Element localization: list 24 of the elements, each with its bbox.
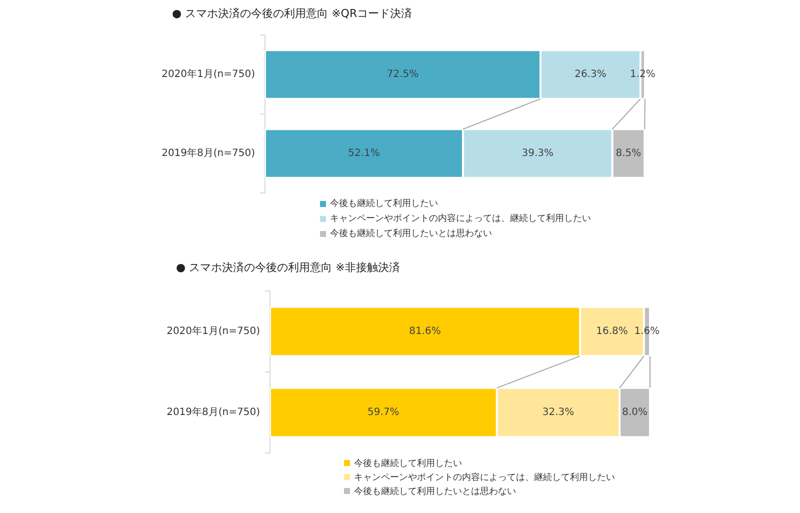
data-label: 26.3% — [574, 69, 606, 80]
data-label: 1.2% — [630, 69, 656, 80]
chart-title: ● スマホ決済の今後の利用意向 ※QRコード決済 — [172, 7, 412, 21]
y-tick-label: 2019年8月(n=750) — [162, 147, 256, 160]
y-tick-label: 2020年1月(n=750) — [166, 325, 260, 338]
data-label: 52.1% — [348, 148, 380, 160]
y-tick-label: 2019年8月(n=750) — [166, 406, 260, 418]
legend-label: キャンペーンやポイントの内容によっては、継続して利用したい — [354, 472, 615, 484]
data-label: 1.6% — [634, 326, 660, 338]
data-label: 72.5% — [386, 69, 419, 80]
legend-label: 今後も継続して利用したいとは思わない — [354, 486, 516, 498]
y-tick-label: 2020年1月(n=750) — [162, 68, 256, 80]
legend-label: 今後も継続して利用したい — [354, 458, 462, 470]
legend-label: 今後も継続して利用したいとは思わない — [330, 228, 492, 240]
data-label: 81.6% — [409, 326, 441, 338]
data-label: 39.3% — [522, 148, 554, 160]
data-label: 16.8% — [596, 326, 628, 338]
data-label: 59.7% — [368, 407, 400, 418]
data-label: 32.3% — [542, 407, 574, 418]
legend-label: 今後も継続して利用したい — [330, 198, 438, 210]
data-label: 8.5% — [616, 148, 642, 160]
legend-label: キャンペーンやポイントの内容によっては、継続して利用したい — [330, 212, 591, 225]
chart-title: ● スマホ決済の今後の利用意向 ※非接触決済 — [176, 261, 400, 275]
data-label: 8.0% — [622, 407, 648, 418]
